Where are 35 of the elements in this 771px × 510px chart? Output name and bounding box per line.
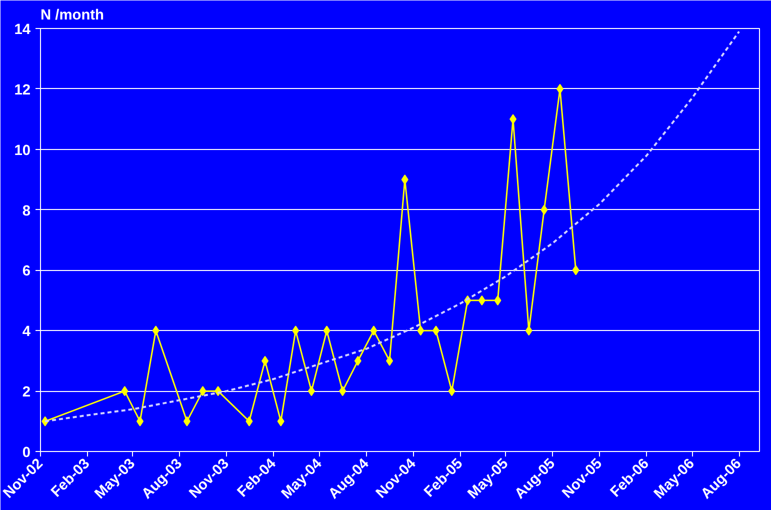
point: [136, 416, 144, 426]
point: [401, 174, 408, 185]
y-tick-label: 14: [14, 22, 32, 38]
point: [386, 356, 394, 366]
point: [417, 326, 424, 336]
point: [152, 326, 160, 336]
point: [556, 84, 564, 94]
point: [292, 326, 300, 336]
y-axis-title: N /month: [40, 8, 104, 24]
y-tick-label: 2: [22, 384, 31, 401]
point: [510, 114, 517, 124]
y-tick-label: 10: [14, 142, 31, 159]
point: [478, 295, 486, 306]
point: [262, 356, 269, 366]
point: [370, 326, 378, 336]
point: [199, 386, 206, 396]
point: [308, 386, 315, 396]
y-tick-label: 6: [22, 264, 31, 280]
y-tick-label: 0: [22, 445, 31, 461]
point: [432, 326, 440, 336]
y-tick-label: 8: [22, 203, 31, 220]
point: [339, 386, 346, 396]
point: [494, 295, 502, 306]
point: [525, 326, 532, 336]
point: [246, 416, 253, 426]
point: [277, 416, 284, 426]
point: [354, 356, 362, 366]
point: [121, 386, 128, 396]
point: [572, 265, 580, 276]
point: [448, 386, 456, 396]
point: [323, 326, 330, 336]
point: [540, 204, 548, 215]
point: [183, 416, 190, 426]
y-tick-label: 12: [14, 82, 31, 98]
y-tick-label: 4: [22, 324, 32, 340]
